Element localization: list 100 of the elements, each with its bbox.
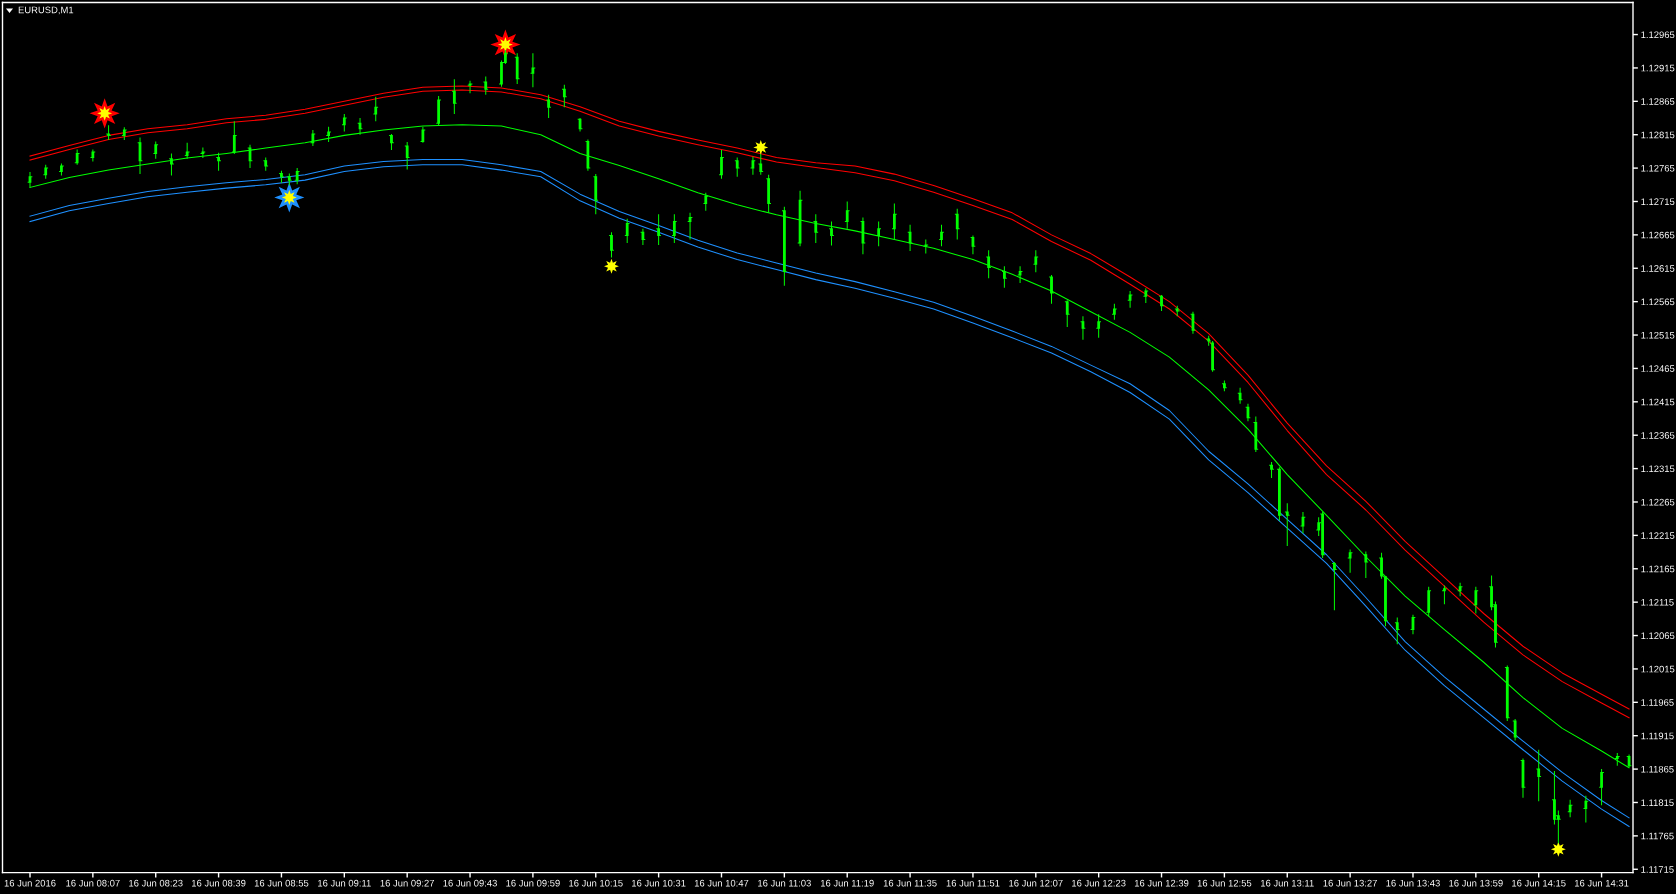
candlestick	[404, 141, 411, 170]
candlestick	[671, 213, 678, 244]
candlestick	[1284, 502, 1291, 547]
candlestick	[1300, 511, 1306, 534]
y-tick-label: 1.12915	[1641, 64, 1675, 72]
candlestick	[718, 149, 725, 180]
candlestick	[1425, 586, 1432, 617]
candlestick	[1064, 299, 1071, 328]
candlestick	[1583, 795, 1589, 824]
y-tick-label: 1.11965	[1641, 699, 1674, 706]
candlestick	[545, 94, 552, 119]
x-tick-label: 16 Jun 08:39	[192, 879, 246, 887]
y-tick-label: 1.12415	[1641, 398, 1675, 406]
y-tick-label: 1.11765	[1641, 832, 1674, 840]
candlestick	[1237, 387, 1243, 405]
candlestick	[74, 148, 81, 166]
y-tick-label: 1.11865	[1641, 765, 1674, 773]
candlestick	[954, 208, 961, 241]
candlestick	[467, 80, 473, 94]
candlestick	[938, 224, 945, 247]
x-tick-label: 16 Jun 11:19	[820, 879, 874, 887]
candlestick	[1441, 584, 1448, 605]
candlestick	[970, 235, 976, 255]
y-tick-label: 1.12515	[1641, 331, 1675, 339]
x-tick-label: 16 Jun 12:07	[1009, 879, 1063, 887]
x-tick-label: 16 Jun 11:03	[758, 879, 811, 887]
candlestick	[1001, 265, 1008, 289]
candlestick	[702, 192, 709, 212]
candlestick	[608, 231, 615, 259]
candlestick	[388, 133, 395, 151]
candlestick	[42, 164, 49, 180]
y-tick-label: 1.12815	[1641, 131, 1675, 139]
x-tick-label: 16 Jun 12:55	[1197, 879, 1252, 887]
candlestick	[1276, 466, 1283, 522]
y-tick-label: 1.12115	[1641, 598, 1674, 606]
candlestick	[1190, 311, 1196, 335]
x-tick-label: 16 Jun 14:15	[1512, 879, 1566, 887]
y-tick-label: 1.12565	[1641, 298, 1675, 306]
x-tick-label: 16 Jun 12:23	[1072, 879, 1126, 887]
candlestick	[58, 162, 65, 176]
y-tick-label: 1.12615	[1641, 265, 1675, 272]
candlestick	[262, 156, 269, 172]
candlestick	[592, 173, 599, 215]
y-tick-label: 1.12715	[1641, 198, 1675, 206]
candlestick	[655, 213, 662, 246]
candlestick	[1319, 511, 1326, 559]
x-tick-label: 16 Jun 12:39	[1134, 879, 1189, 887]
candlestick	[530, 52, 536, 88]
candlestick	[1410, 614, 1416, 635]
candlestick	[1394, 617, 1401, 645]
candlestick	[1331, 561, 1338, 611]
candlestick	[1504, 665, 1511, 722]
candlestick	[341, 113, 348, 132]
candlestick	[1111, 303, 1118, 321]
candlestick	[1268, 461, 1275, 479]
candlestick	[152, 140, 159, 160]
candlestick	[1158, 294, 1165, 312]
candlestick	[1567, 799, 1573, 818]
candlestick	[294, 167, 301, 185]
y-tick-label: 1.12015	[1641, 665, 1675, 673]
candlestick	[765, 174, 772, 214]
x-tick-label: 16 Jun 13:43	[1386, 879, 1440, 887]
x-tick-label: 16 Jun 2016	[4, 879, 56, 887]
candlestick	[1520, 757, 1526, 799]
candlestick	[585, 138, 591, 172]
chart-title: EURUSD,M1	[18, 6, 74, 15]
x-tick-label: 16 Jun 09:59	[506, 879, 560, 887]
candlestick	[781, 206, 788, 287]
candlestick	[624, 218, 631, 244]
x-tick-label: 16 Jun 09:27	[380, 879, 435, 887]
candlestick	[1032, 249, 1039, 273]
point	[1550, 841, 1566, 857]
x-tick-label: 16 Jun 09:43	[443, 879, 497, 887]
point	[753, 139, 769, 155]
candlestick	[812, 213, 819, 244]
candlestick	[278, 170, 285, 184]
candlestick	[1457, 582, 1463, 597]
y-tick-label: 1.11815	[1641, 799, 1674, 806]
y-tick-label: 1.12665	[1641, 231, 1675, 239]
y-tick-label: 1.12165	[1641, 565, 1675, 573]
candlestick	[797, 190, 803, 247]
y-tick-label: 1.11915	[1641, 732, 1674, 740]
candlestick	[514, 52, 521, 85]
candlestick	[1347, 548, 1353, 574]
candlestick	[372, 96, 379, 122]
x-tick-label: 16 Jun 10:47	[694, 879, 749, 887]
candlestick	[734, 156, 741, 178]
candlestick	[907, 224, 913, 252]
x-tick-label: 16 Jun 11:35	[883, 879, 937, 887]
candlestick	[1017, 265, 1023, 284]
candlestick	[844, 200, 851, 230]
candlestick	[985, 249, 992, 279]
candlestick	[168, 152, 175, 176]
candlestick	[1535, 749, 1542, 802]
x-tick-label: 16 Jun 13:11	[1261, 879, 1314, 887]
x-tick-label: 16 Jun 08:55	[254, 879, 309, 887]
candlestick	[1142, 287, 1149, 304]
candlestick	[1080, 315, 1086, 341]
y-tick-label: 1.12465	[1641, 365, 1675, 372]
candlestick	[1127, 290, 1133, 309]
